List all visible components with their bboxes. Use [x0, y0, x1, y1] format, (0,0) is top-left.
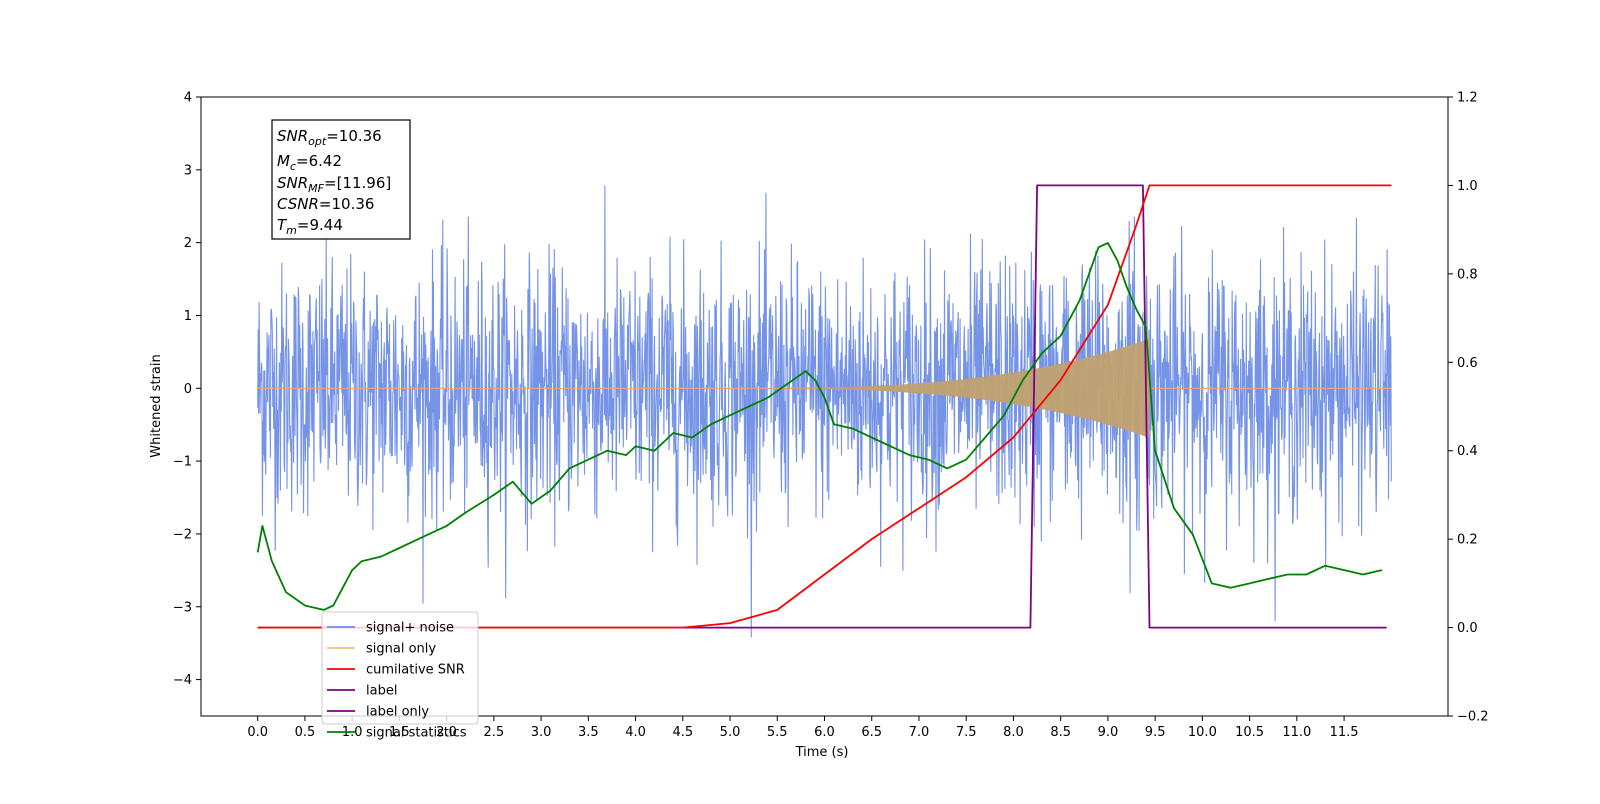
legend-frame: [321, 611, 479, 725]
x-tick-label: 0.0: [247, 725, 268, 740]
y-tick-label: 2: [184, 236, 192, 251]
signal-only-chirp: [730, 338, 1150, 438]
x-tick-label: 7.5: [956, 725, 977, 740]
y-tick-label: −3: [173, 600, 192, 615]
x-tick-label: 7.0: [909, 725, 930, 740]
y2-tick-label: 1.2: [1457, 91, 1478, 106]
x-tick-label: 4.5: [672, 725, 693, 740]
x-axis: 0.0 0.5 1.0 1.5 2.0 2.5 3.0 3.5 4.0 4.5 5.0 5.5 6.0 6…: [247, 716, 1359, 740]
x-tick-label: 4.0: [625, 725, 646, 740]
x-tick-label: 0.5: [295, 725, 316, 740]
y2-tick-label: 0.0: [1457, 621, 1478, 636]
label-line: [257, 184, 1387, 629]
x-tick-label: 6.5: [861, 725, 882, 740]
y-axis-left: 4 3 2 1 0 −1 −2 −3 −4: [173, 91, 201, 688]
y-tick-label: 4: [184, 91, 192, 106]
y-tick-label: −1: [173, 455, 192, 470]
x-tick-label: 9.5: [1145, 725, 1166, 740]
annotation-line: Mc=6.42: [277, 152, 342, 173]
x-axis-label: Time (s): [795, 745, 849, 760]
x-tick-label: 10.5: [1235, 725, 1264, 740]
legend-label: label only: [366, 705, 429, 720]
x-tick-label: 3.0: [531, 725, 552, 740]
y-tick-label: 0: [184, 382, 192, 397]
y-tick-label: −4: [173, 673, 192, 688]
x-tick-label: 5.0: [720, 725, 741, 740]
right-axis-series: [256, 184, 1392, 629]
annotation-box: SNRopt=10.36 Mc=6.42SNRMF=[11.96]CSNR=10.…: [271, 119, 411, 240]
x-tick-label: 11.0: [1282, 725, 1311, 740]
y-tick-label: 3: [184, 163, 192, 178]
annotation-frame: [271, 119, 411, 240]
y2-tick-label: −0.2: [1457, 710, 1489, 725]
x-tick-label: 3.5: [578, 725, 599, 740]
annotation-line: SNRMF=[11.96]: [277, 174, 391, 195]
y2-tick-label: 0.4: [1457, 444, 1478, 459]
y2-tick-label: 0.8: [1457, 267, 1478, 282]
x-tick-label: 11.5: [1330, 725, 1359, 740]
y-tick-label: −2: [173, 527, 192, 542]
y-axis-label: Whitened strain: [149, 354, 164, 457]
y2-tick-label: 1.0: [1457, 179, 1478, 194]
legend-label: signal+ noise: [366, 621, 454, 636]
x-tick-label: 8.5: [1050, 725, 1071, 740]
signal-noise-line: [257, 185, 1392, 638]
y-tick-label: 1: [184, 309, 192, 324]
x-tick-label: 2.0: [436, 725, 457, 740]
legend-label: label: [366, 684, 397, 699]
legend-label: signal only: [366, 642, 436, 657]
legend: signal+ noise signal only cumilative SNR la…: [321, 611, 479, 741]
y2-tick-label: 0.2: [1457, 533, 1478, 548]
annotation-line: SNRopt=10.36: [277, 127, 382, 148]
x-tick-label: 1.5: [389, 725, 410, 740]
noise-series: [257, 185, 1392, 638]
cumilative-snr-line: [257, 184, 1392, 629]
x-tick-label: 8.0: [1003, 725, 1024, 740]
annotation-line: CSNR=10.36: [277, 195, 374, 213]
y2-tick-label: 0.6: [1457, 356, 1478, 371]
y-axis-right: 1.2 1.0 0.8 0.6 0.4 0.2 0.0 −0.2: [1448, 91, 1489, 725]
signal-statistics-line: [256, 242, 1383, 611]
signal-only-series: [257, 338, 1392, 438]
x-tick-label: 10.0: [1188, 725, 1217, 740]
x-tick-label: 9.0: [1098, 725, 1119, 740]
annotation-line: Tm=9.44: [277, 216, 343, 237]
x-tick-label: 2.5: [484, 725, 505, 740]
x-tick-label: 6.0: [814, 725, 835, 740]
x-tick-label: 5.5: [767, 725, 788, 740]
legend-label: cumilative SNR: [366, 663, 465, 678]
legend-label: signal statistics: [366, 726, 467, 741]
